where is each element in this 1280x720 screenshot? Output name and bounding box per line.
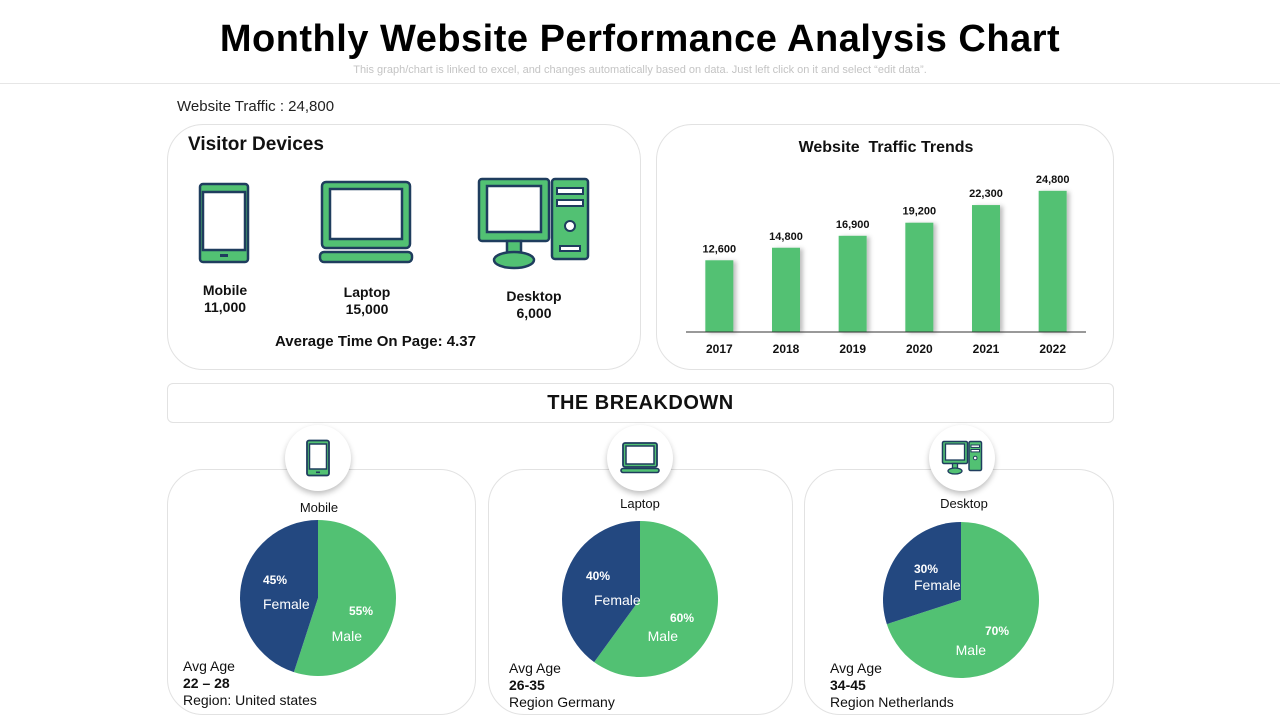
pie-slice-male [594,521,718,677]
laptop-demographics: Avg Age 26-35 Region Germany [509,660,615,711]
page-title: Monthly Website Performance Analysis Cha… [219,18,1061,60]
mobile-region: Region: United states [183,692,317,708]
pie-slice-label: Male [332,628,363,644]
bar-value-label: 22,300 [969,188,1003,200]
desktop-avg-age-label: Avg Age [830,660,882,676]
laptop-value: 15,000 [345,301,389,317]
laptop-device-label: Laptop 15,000 [322,284,412,318]
traffic-trends-title: Website Traffic Trends [798,139,974,156]
breakdown-header: THE BREAKDOWN [167,383,1114,423]
x-tick-label: 2022 [1039,342,1066,356]
pie-percent-label: 40% [586,569,610,583]
pie-slice-female [240,520,318,673]
traffic-bar-chart: 12,600 2017 14,800 2018 16,900 2019 19,200 2020… [686,174,1086,356]
mobile-small-icon [306,439,330,477]
laptop-avg-age-label: Avg Age [509,660,561,676]
bar-2017 [705,260,734,332]
mobile-gender-pie: 45% Female 55% Male [240,520,396,676]
laptop-region: Region Germany [509,694,615,710]
desktop-pie-caption: Desktop [940,496,988,511]
x-tick-label: 2017 [706,342,733,356]
mobile-device-label: Mobile 11,000 [180,282,270,316]
pie-slice-label: Female [914,577,961,593]
mobile-name: Mobile [202,282,248,298]
website-traffic-label: Website Traffic : 24,800 [177,98,335,115]
page-subtitle: This graph/chart is linked to excel, and… [353,64,927,76]
desktop-small-icon [941,440,983,475]
laptop-small-icon [620,442,660,474]
pie-slice-label: Male [956,642,987,658]
desktop-avg-age: 34-45 [830,677,866,693]
bar-value-label: 19,200 [903,206,937,218]
laptop-pie-caption: Laptop [620,496,660,511]
desktop-region: Region Netherlands [830,694,954,710]
desktop-name: Desktop [506,288,562,304]
bar-value-label: 24,800 [1036,174,1070,186]
bar-2018 [772,247,800,332]
bar-value-label: 12,600 [703,243,737,255]
pie-slice-female [883,522,961,625]
laptop-name: Laptop [343,284,391,300]
mobile-avg-age-label: Avg Age [183,658,235,674]
x-tick-label: 2021 [973,342,1000,356]
bar-2019 [838,235,867,332]
desktop-value: 6,000 [516,305,552,321]
pie-percent-label: 60% [670,611,694,625]
x-tick-label: 2019 [839,342,866,356]
laptop-icon-badge [607,425,673,491]
pie-slice-label: Female [263,596,310,612]
pie-slice-female [562,521,640,663]
desktop-icon-badge [929,425,995,491]
header-divider [0,83,1280,84]
laptop-icon [318,180,414,264]
x-tick-label: 2018 [773,342,800,356]
bar-value-label: 16,900 [836,219,870,231]
pie-percent-label: 30% [914,562,938,576]
pie-percent-label: 70% [985,624,1009,638]
mobile-pie-caption: Mobile [299,500,339,515]
pie-slice-label: Female [594,592,641,608]
pie-percent-label: 55% [349,604,373,618]
average-time-on-page: Average Time On Page: 4.37 [275,333,476,350]
desktop-gender-pie: 30%Female 70% Male [883,522,1039,678]
bar-2020 [905,222,934,332]
mobile-demographics: Avg Age 22 – 28 Region: United states [183,658,317,709]
pie-slice-male [886,522,1039,678]
mobile-icon-badge [285,425,351,491]
mobile-icon [198,182,250,264]
mobile-value: 11,000 [203,299,247,315]
bar-2022 [1038,190,1067,332]
desktop-demographics: Avg Age 34-45 Region Netherlands [830,660,954,711]
laptop-avg-age: 26-35 [509,677,545,693]
laptop-gender-pie: 40% Female 60% Male [562,521,718,677]
x-tick-label: 2020 [906,342,933,356]
pie-percent-label: 45% [263,573,287,587]
visitor-devices-title: Visitor Devices [188,134,324,155]
desktop-device-label: Desktop 6,000 [489,288,579,322]
mobile-avg-age: 22 – 28 [183,675,230,691]
desktop-icon [477,177,590,270]
bar-value-label: 14,800 [769,231,803,243]
pie-slice-label: Male [648,628,679,644]
bar-2021 [972,205,1000,332]
pie-slice-male [293,520,396,676]
